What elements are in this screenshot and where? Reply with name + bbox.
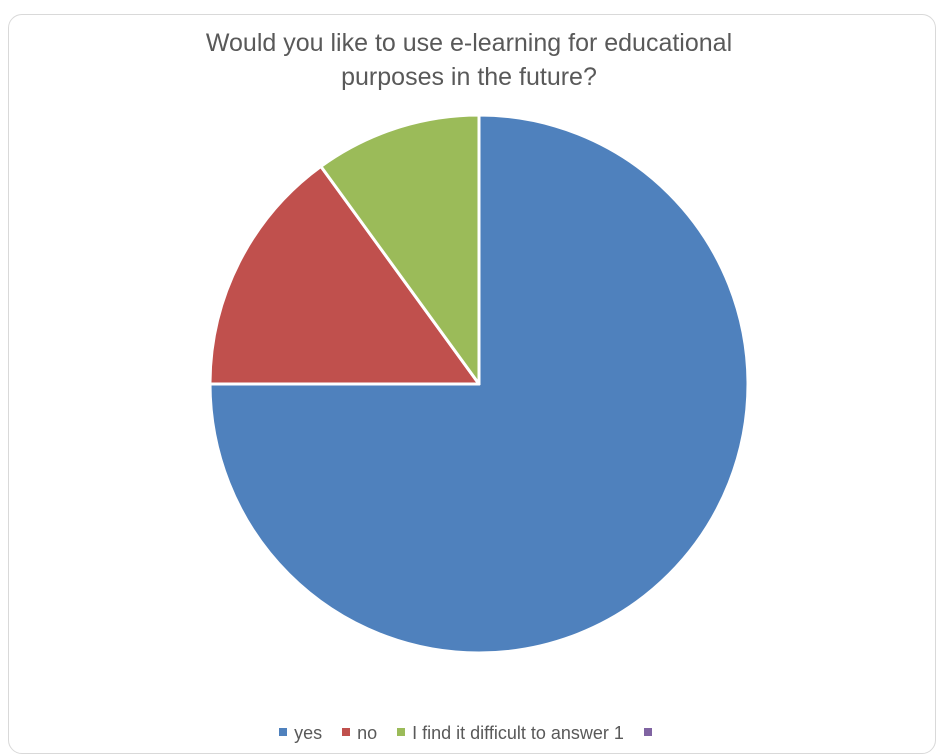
pie-slice-no [208, 164, 481, 386]
legend-item: no [342, 723, 377, 744]
legend-item: yes [279, 723, 322, 744]
chart-title-line-1: Would you like to use e-learning for edu… [205, 29, 733, 57]
legend: yes no I find it difficult to answer 1 [0, 723, 938, 744]
legend-swatch [397, 728, 406, 737]
legend-item: I find it difficult to answer 1 [397, 723, 624, 744]
chart-title: Would you like to use e-learning for edu… [0, 26, 938, 94]
legend-label: I find it difficult to answer 1 [412, 723, 624, 743]
legend-swatch [279, 728, 288, 737]
legend-label: yes [294, 723, 323, 743]
legend-swatch [342, 728, 351, 737]
legend-label: no [357, 723, 378, 743]
chart-title-line-2: purposes in the future? [341, 63, 597, 91]
legend-swatch [643, 728, 652, 737]
pie-slice-i-find-it-difficult-to-answer-1 [319, 113, 481, 386]
legend-item [643, 723, 659, 744]
